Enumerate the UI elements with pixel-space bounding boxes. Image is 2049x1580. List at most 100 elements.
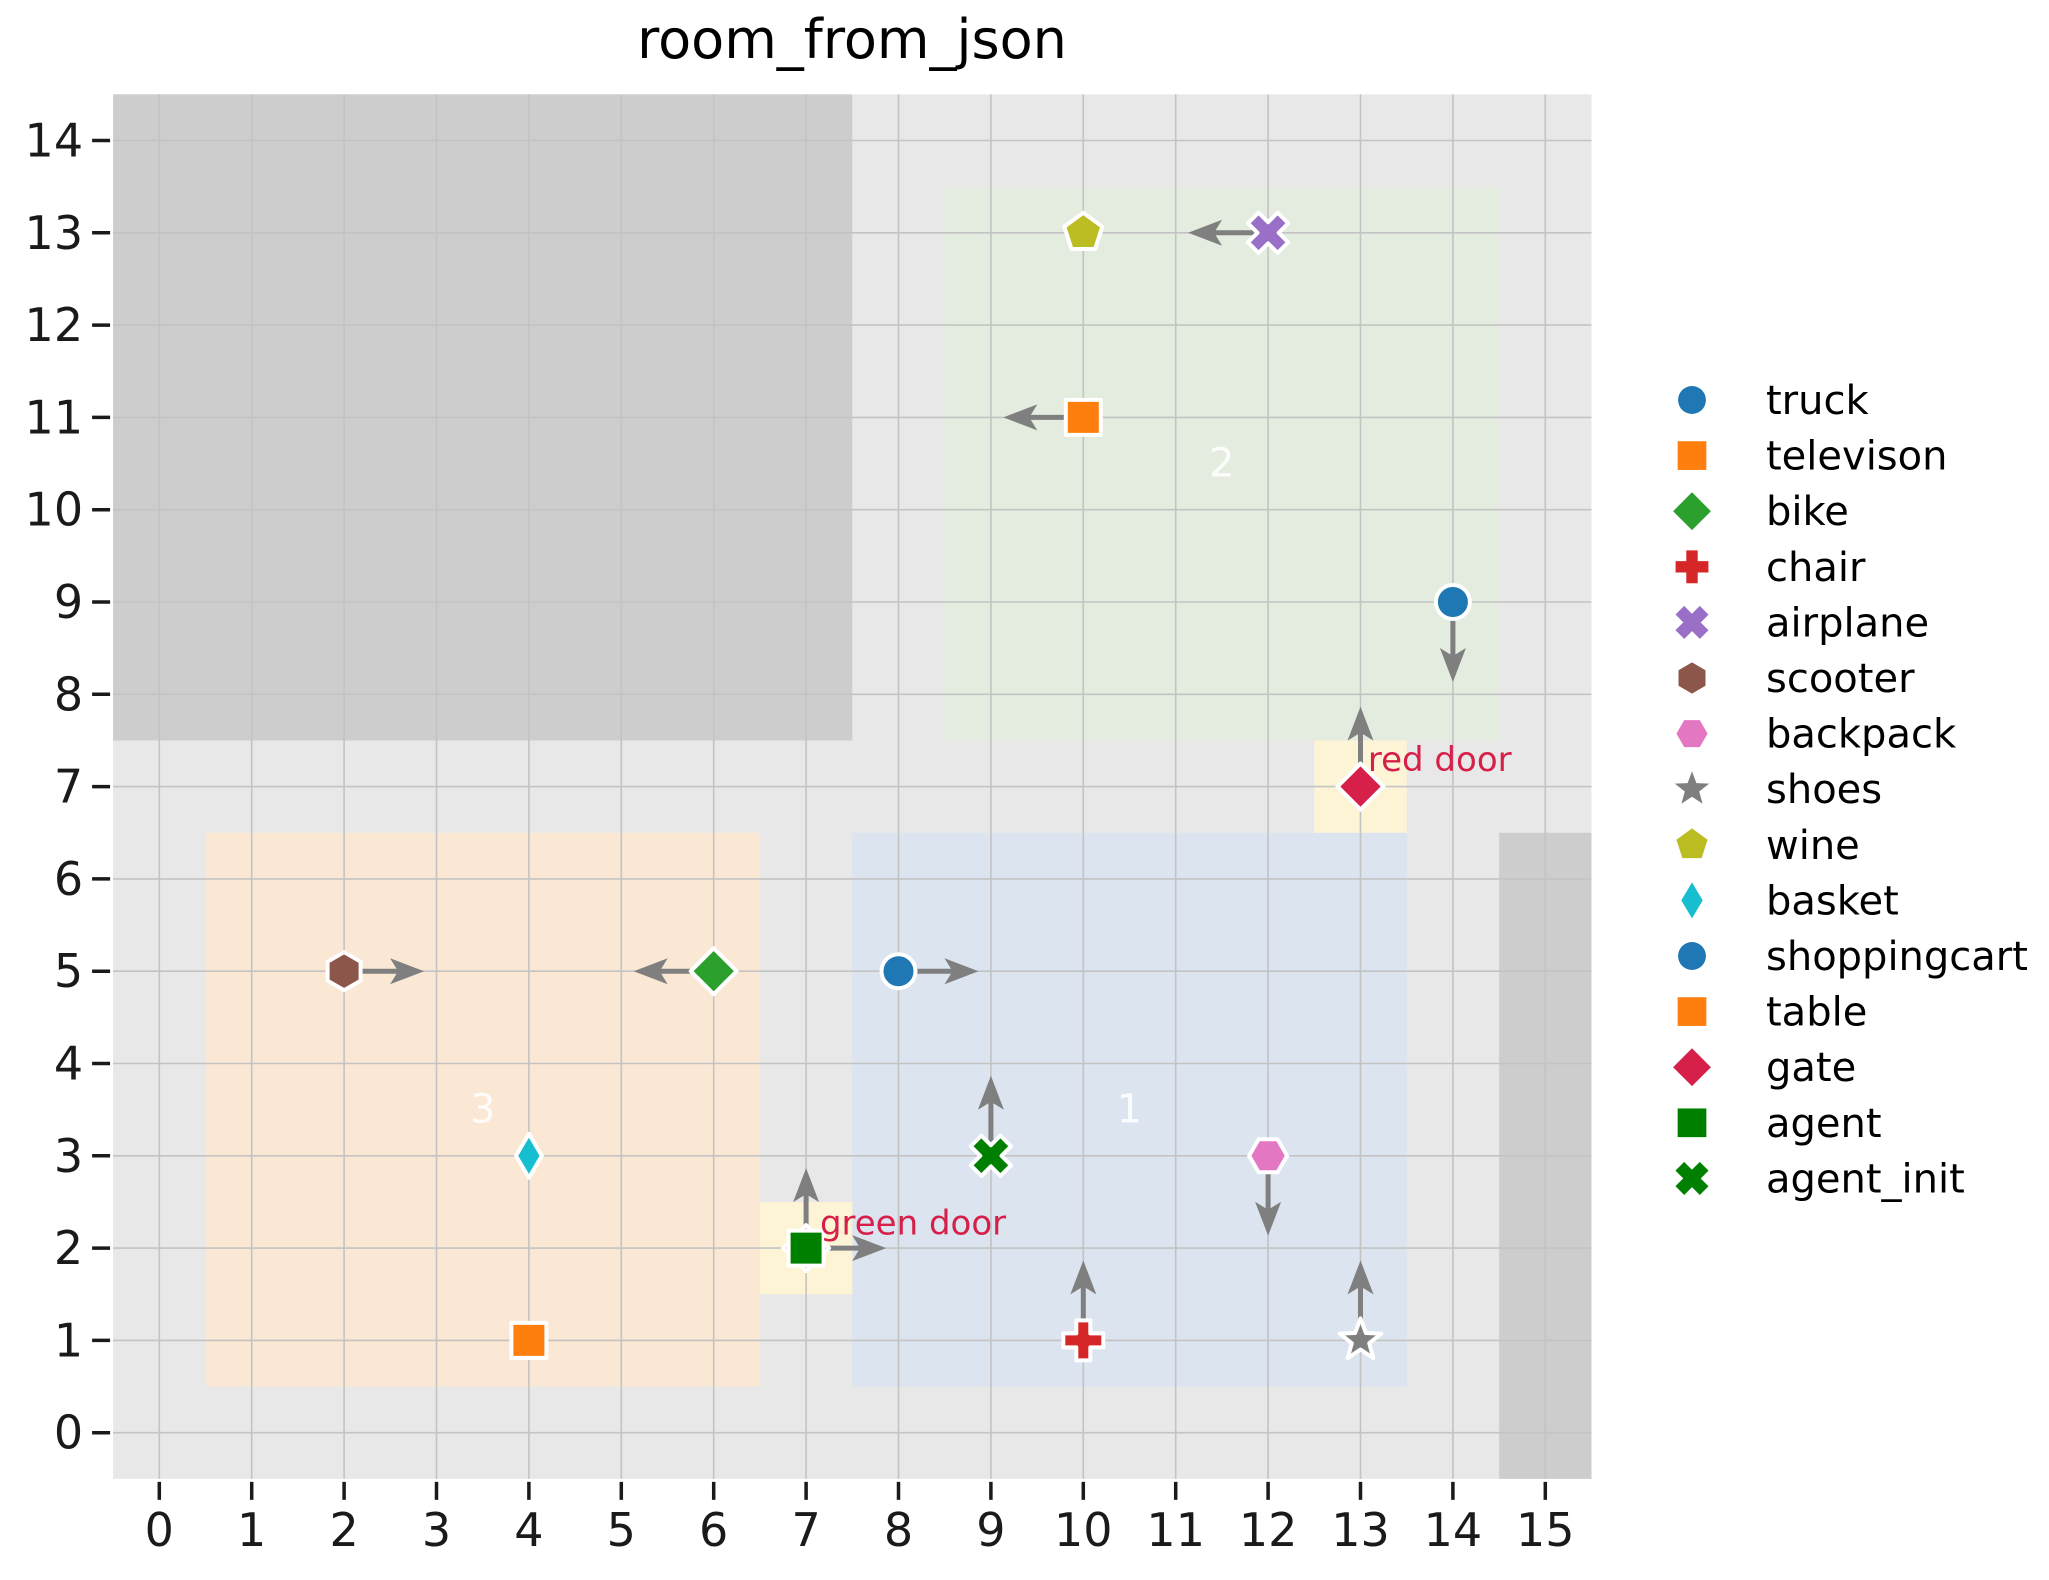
legend-item-agent_init: agent_init [1675, 1156, 1965, 1202]
marker-chair [1061, 1318, 1106, 1363]
marker-basket [513, 1131, 544, 1180]
x-tick-label-5: 5 [607, 1503, 636, 1557]
arrow-truck-head [1439, 648, 1466, 682]
legend-marker-televison [1677, 441, 1707, 470]
legend-item-gate: gate [1673, 1045, 1856, 1091]
legend-label-wine: wine [1766, 823, 1860, 869]
door-label-red-door: red door [1368, 740, 1512, 780]
arrow-shoppingcart-head [944, 958, 979, 985]
y-tick-label-3: 3 [54, 1129, 83, 1183]
legend-label-truck: truck [1766, 378, 1869, 424]
legend-label-televison: televison [1766, 434, 1947, 480]
x-tick-label-2: 2 [329, 1503, 358, 1557]
legend-item-shoes: shoes [1674, 767, 1882, 813]
marker-table [509, 1320, 549, 1360]
legend-item-airplane: airplane [1675, 600, 1929, 646]
y-tick-label-0: 0 [54, 1406, 83, 1460]
legend: truck televison bike chair airplane scooter ba… [1673, 378, 2028, 1202]
legend-marker-bike [1673, 492, 1711, 531]
y-tick-label-2: 2 [54, 1221, 83, 1275]
arrow-gate-green-head [793, 1168, 820, 1203]
region-room-3-area [205, 832, 760, 1387]
door-label-green-door: green door [820, 1203, 1006, 1243]
legend-marker-gate [1673, 1048, 1711, 1087]
y-tick-label-1: 1 [54, 1313, 83, 1367]
x-tick-label-12: 12 [1239, 1503, 1298, 1557]
region-room-2-area [944, 186, 1500, 741]
y-tick-label-14: 14 [25, 114, 84, 168]
room-label-2: 2 [1209, 441, 1234, 487]
legend-item-table: table [1677, 990, 1867, 1036]
arrow-chair-head [1070, 1260, 1097, 1295]
marker-wine [1062, 210, 1105, 251]
marker-gate-red [1335, 761, 1386, 812]
marker-televison [1063, 397, 1103, 437]
arrow-shoes-head [1347, 1260, 1374, 1295]
legend-marker-table [1677, 997, 1707, 1026]
ticks-layer: 0 1 2 3 4 5 6 7 8 9 10 11 12 13 14 15012345678910111213… [25, 114, 1575, 1558]
y-tick-label-11: 11 [25, 390, 84, 444]
x-tick-label-4: 4 [514, 1503, 543, 1557]
legend-marker-wine [1676, 828, 1708, 859]
legend-marker-shoppingcart [1678, 942, 1706, 970]
legend-marker-basket [1681, 882, 1703, 919]
x-tick-label-14: 14 [1424, 1503, 1483, 1557]
markers-layer [325, 210, 1472, 1363]
x-tick-label-0: 0 [145, 1503, 174, 1557]
legend-label-chair: chair [1766, 545, 1866, 591]
legend-label-basket: basket [1766, 878, 1899, 924]
y-tick-label-12: 12 [25, 298, 84, 352]
grid-layer [113, 94, 1592, 1479]
x-tick-label-9: 9 [976, 1503, 1005, 1557]
legend-label-scooter: scooter [1766, 656, 1915, 702]
legend-label-agent_init: agent_init [1766, 1156, 1965, 1202]
x-tick-label-13: 13 [1331, 1503, 1390, 1557]
legend-label-airplane: airplane [1766, 600, 1929, 646]
arrow-scooter-head [390, 958, 425, 985]
marker-backpack [1247, 1137, 1290, 1175]
x-tick-label-1: 1 [237, 1503, 266, 1557]
x-tick-label-11: 11 [1146, 1503, 1205, 1557]
arrow-televison-head [1003, 404, 1038, 431]
legend-item-chair: chair [1675, 545, 1866, 591]
labels-layer: 1 2 3 red door green door [470, 441, 1512, 1244]
legend-marker-agent [1677, 1108, 1707, 1138]
x-tick-label-7: 7 [791, 1503, 820, 1557]
legend-marker-shoes [1674, 771, 1710, 804]
legend-label-shoes: shoes [1766, 767, 1882, 813]
legend-label-gate: gate [1766, 1045, 1856, 1091]
legend-label-backpack: backpack [1766, 712, 1957, 758]
legend-label-agent: agent [1766, 1101, 1882, 1147]
marker-agent_init [968, 1133, 1014, 1178]
region-room-1-area [852, 832, 1407, 1387]
marker-shoppingcart [879, 952, 918, 991]
legend-marker-scooter [1678, 662, 1706, 694]
legend-item-shoppingcart: shoppingcart [1678, 934, 2028, 980]
arrow-agent-head [852, 1235, 887, 1262]
arrow-bike-head [633, 958, 668, 985]
arrow-airplane-head [1188, 219, 1223, 246]
legend-marker-airplane [1675, 605, 1709, 639]
y-tick-label-9: 9 [54, 575, 83, 629]
legend-item-basket: basket [1681, 878, 1899, 924]
x-tick-label-15: 15 [1516, 1503, 1575, 1557]
marker-shoes [1337, 1316, 1384, 1361]
y-tick-label-6: 6 [54, 852, 83, 906]
marker-bike [688, 946, 739, 997]
legend-item-scooter: scooter [1678, 656, 1915, 702]
marker-scooter [325, 950, 363, 993]
y-tick-label-4: 4 [54, 1037, 83, 1091]
legend-item-backpack: backpack [1676, 712, 1957, 758]
y-tick-label-8: 8 [54, 667, 83, 721]
legend-item-wine: wine [1676, 823, 1860, 869]
marker-truck [1433, 583, 1472, 621]
legend-label-shoppingcart: shoppingcart [1766, 934, 2028, 980]
legend-marker-truck [1678, 386, 1706, 414]
arrow-backpack-head [1255, 1201, 1282, 1236]
x-tick-label-3: 3 [422, 1503, 451, 1557]
legend-marker-backpack [1676, 720, 1708, 748]
arrow-gate-red-head [1347, 706, 1374, 741]
x-tick-label-10: 10 [1054, 1503, 1113, 1557]
